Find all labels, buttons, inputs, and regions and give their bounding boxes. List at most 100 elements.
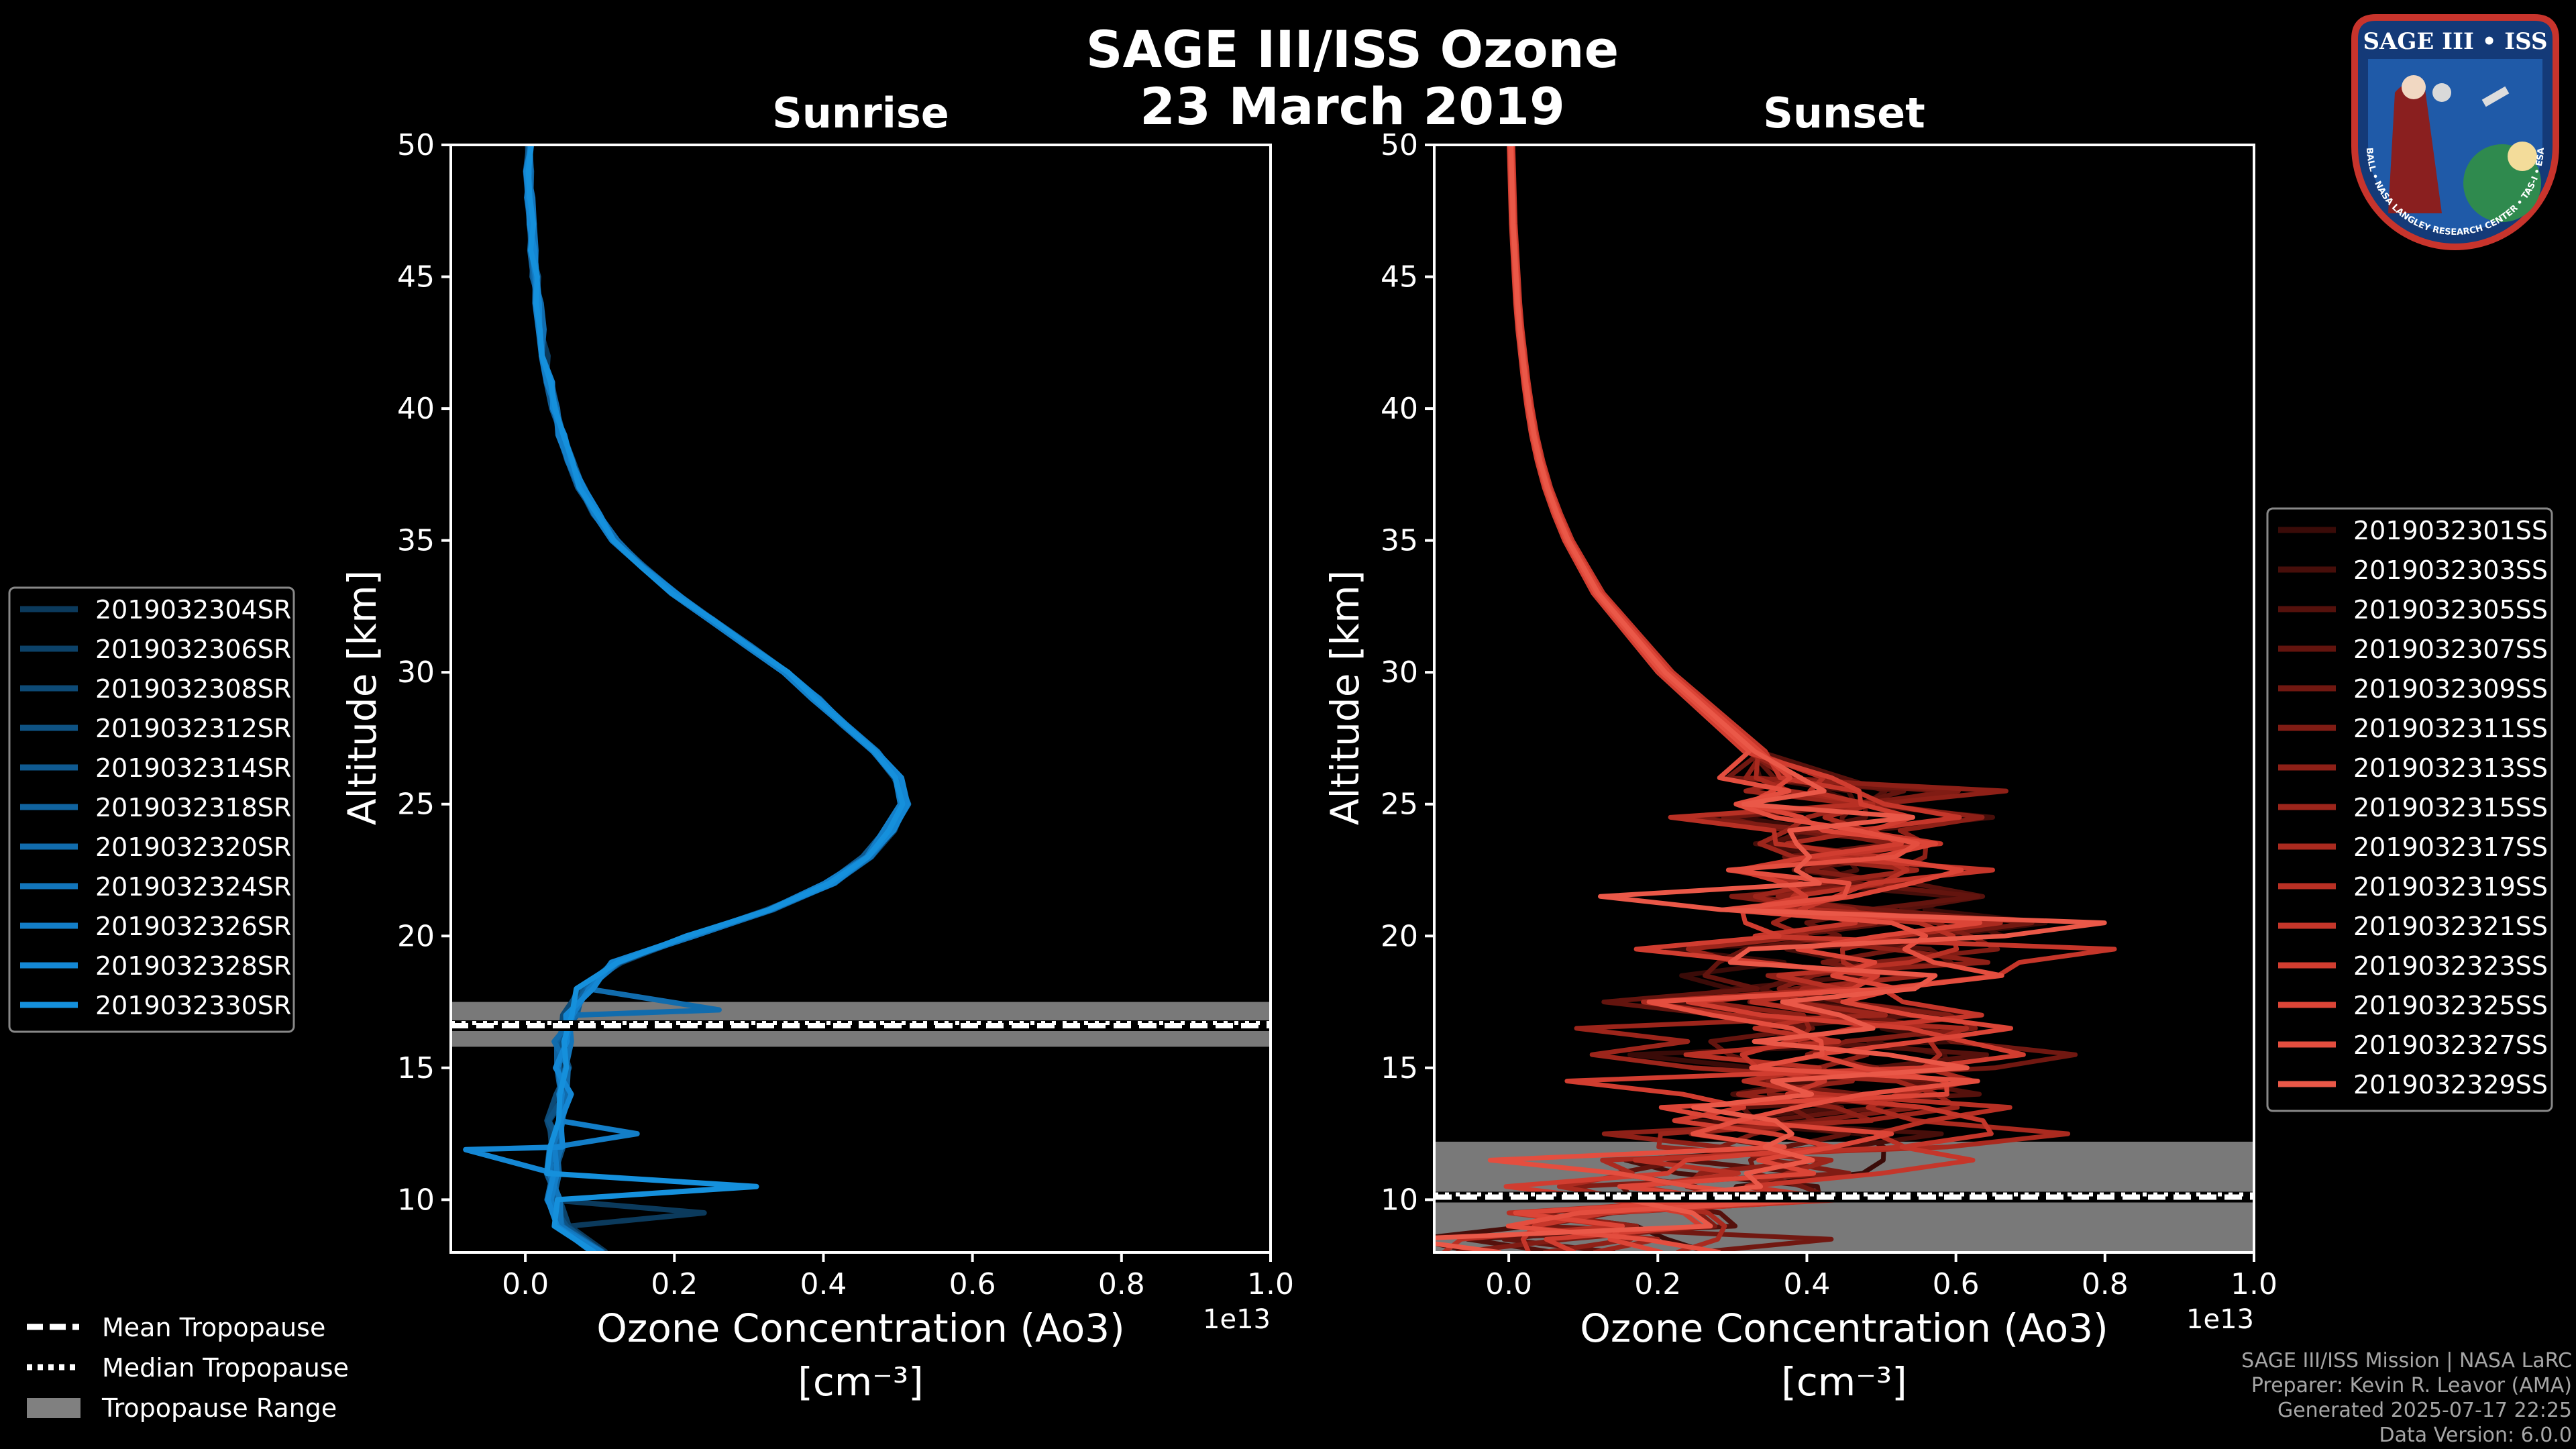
profile-line-2019032308SR (524, 145, 909, 1252)
profile-line-2019032306SR (525, 145, 908, 1252)
legend-label-2019032311SS: 2019032311SS (2353, 714, 2548, 743)
legend-label-2019032314SR: 2019032314SR (95, 753, 291, 783)
x-tick-label: 0.0 (1485, 1267, 1532, 1301)
sunset-axes-frame (1433, 144, 2255, 1254)
profile-line-2019032324SR (525, 145, 912, 1252)
x-tick-label: 0.8 (2082, 1267, 2129, 1301)
y-tick-label: 50 (1381, 128, 1418, 162)
sunrise-x-multiplier: 1e13 (1203, 1304, 1271, 1335)
x-tick-label: 0.6 (949, 1267, 996, 1301)
footer-generated: Generated 2025-07-17 22:25 (2277, 1399, 2572, 1422)
profile-line-2019032314SR (523, 145, 909, 1252)
legend-label-2019032301SS: 2019032301SS (2353, 516, 2548, 545)
profile-line-2019032312SR (524, 145, 910, 1252)
sage-iii-iss-logo: SAGE III • ISS BALL • NASA LANGLEY RESEA… (2351, 14, 2559, 250)
legend-label-2019032304SR: 2019032304SR (95, 595, 291, 625)
legend-label-2019032328SR: 2019032328SR (95, 951, 291, 981)
sunset-x-multiplier: 1e13 (2186, 1304, 2254, 1335)
legend-label-2019032306SR: 2019032306SR (95, 635, 291, 664)
sunrise-legend: 2019032304SR 2019032306SR 2019032308SR 2019… (8, 586, 295, 1033)
logo-satellite-icon (2481, 86, 2510, 107)
sunrise-x-ticks: 0.0 0.2 0.4 0.6 0.8 1.0 (502, 1252, 1294, 1301)
mean-legend-label: Mean Tropopause (102, 1313, 325, 1342)
y-tick-label: 30 (1381, 655, 1418, 690)
legend-label-2019032313SS: 2019032313SS (2353, 753, 2548, 783)
legend-label-2019032321SS: 2019032321SS (2353, 912, 2548, 941)
sunrise-y-label: Altitude [km] (339, 570, 385, 825)
y-tick-label: 25 (397, 788, 435, 822)
sunrise-profiles (463, 145, 912, 1252)
sunrise-x-units: [cm⁻³] (798, 1359, 924, 1405)
y-tick-label: 50 (397, 128, 435, 162)
sunset-profiles (1434, 145, 2117, 1252)
legend-label-2019032307SS: 2019032307SS (2353, 635, 2548, 664)
profile-line-2019032304SR (525, 145, 910, 1252)
sunset-x-units: [cm⁻³] (1781, 1359, 1907, 1405)
sunset-y-label: Altitude [km] (1322, 570, 1368, 825)
y-tick-label: 20 (1381, 919, 1418, 953)
tropopause-legend: Mean Tropopause Median Tropopause Tropop… (27, 1313, 349, 1423)
profile-line-2019032315SS (1507, 145, 1960, 1252)
profile-line-2019032320SR (527, 145, 904, 1252)
y-tick-label: 40 (397, 392, 435, 426)
x-tick-label: 0.2 (651, 1267, 698, 1301)
legend-label-2019032315SS: 2019032315SS (2353, 793, 2548, 822)
legend-label-2019032330SR: 2019032330SR (95, 991, 291, 1020)
legend-label-2019032319SS: 2019032319SS (2353, 872, 2548, 902)
sunset-legend-box (2266, 507, 2553, 1112)
y-tick-label: 30 (397, 655, 435, 690)
logo-astronomer-head (2402, 75, 2426, 99)
sunrise-legend-box (8, 586, 295, 1033)
figure-title-line1: SAGE III/ISS Ozone (1086, 19, 1619, 79)
sunrise-title: Sunrise (772, 89, 949, 138)
range-legend-label: Tropopause Range (101, 1393, 337, 1423)
legend-label-2019032305SS: 2019032305SS (2353, 595, 2548, 625)
legend-label-2019032329SS: 2019032329SS (2353, 1070, 2548, 1099)
legend-label-2019032303SS: 2019032303SS (2353, 555, 2548, 585)
legend-label-2019032318SR: 2019032318SR (95, 793, 291, 822)
x-tick-label: 0.6 (1933, 1267, 1980, 1301)
sunrise-x-label: Ozone Concentration (Ao3) (596, 1305, 1125, 1351)
sunset-y-ticks: 10 15 20 25 30 35 40 45 50 (1381, 128, 1434, 1217)
logo-sun-icon (2508, 142, 2537, 171)
y-tick-label: 35 (1381, 524, 1418, 558)
y-tick-label: 25 (1381, 788, 1418, 822)
sunrise-y-ticks: 10 15 20 25 30 35 40 45 50 (397, 128, 451, 1217)
legend-label-2019032323SS: 2019032323SS (2353, 951, 2548, 981)
legend-label-2019032325SS: 2019032325SS (2353, 991, 2548, 1020)
logo-moon-icon (2432, 83, 2451, 102)
y-tick-label: 40 (1381, 392, 1418, 426)
x-tick-label: 0.8 (1098, 1267, 1145, 1301)
footer-preparer: Preparer: Kevin R. Leavor (AMA) (2251, 1374, 2572, 1397)
profile-line-2019032326SR (524, 145, 904, 1252)
y-tick-label: 35 (397, 524, 435, 558)
footer-mission: SAGE III/ISS Mission | NASA LaRC (2241, 1349, 2572, 1373)
legend-label-2019032308SR: 2019032308SR (95, 674, 291, 704)
profile-line-2019032318SR (526, 145, 909, 1252)
y-tick-label: 10 (397, 1183, 435, 1217)
x-tick-label: 0.4 (800, 1267, 847, 1301)
figure-footer: SAGE III/ISS Mission | NASA LaRC Prepare… (2241, 1348, 2572, 1448)
legend-label-2019032326SR: 2019032326SR (95, 912, 291, 941)
y-tick-label: 10 (1381, 1183, 1418, 1217)
y-tick-label: 20 (397, 919, 435, 953)
x-tick-label: 1.0 (2231, 1267, 2277, 1301)
sunset-x-label: Ozone Concentration (Ao3) (1580, 1305, 2108, 1351)
sunset-x-ticks: 0.0 0.2 0.4 0.6 0.8 1.0 (1485, 1252, 2277, 1301)
y-tick-label: 15 (1381, 1051, 1418, 1085)
legend-label-2019032327SS: 2019032327SS (2353, 1030, 2548, 1060)
profile-line-2019032328SR (463, 145, 910, 1252)
legend-label-2019032309SS: 2019032309SS (2353, 674, 2548, 704)
median-legend-label: Median Tropopause (102, 1353, 349, 1383)
figure-title-line2: 23 March 2019 (1140, 76, 1565, 136)
logo-title: SAGE III • ISS (2363, 28, 2547, 55)
sunset-title: Sunset (1763, 89, 1925, 138)
legend-label-2019032320SR: 2019032320SR (95, 833, 291, 862)
sunset-tropopause-lines (1434, 1191, 2254, 1203)
y-tick-label: 15 (397, 1051, 435, 1085)
legend-label-2019032317SS: 2019032317SS (2353, 833, 2548, 862)
sunrise-tropopause-lines (451, 1020, 1271, 1031)
sunset-legend: 2019032301SS 2019032303SS 2019032305SS 2019… (2266, 507, 2553, 1112)
